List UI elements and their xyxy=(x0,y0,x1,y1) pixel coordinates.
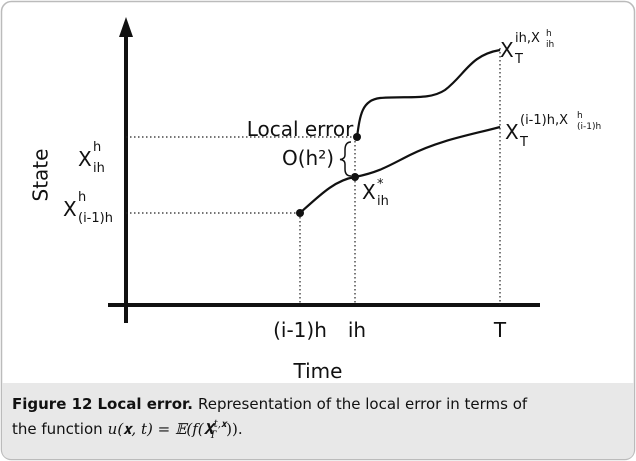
y-label: X xyxy=(78,147,92,171)
y-label-sub: ih xyxy=(93,161,105,176)
y-arrow xyxy=(119,17,133,37)
y-label: X xyxy=(63,197,77,221)
lower-sup: (i-1)h,X xyxy=(520,113,568,128)
lower-sub: T xyxy=(519,135,528,150)
lower-end: X xyxy=(505,120,519,144)
curve-lower xyxy=(299,125,501,214)
brace xyxy=(339,141,352,177)
x-tick-label: (i-1)h xyxy=(273,318,327,342)
caption-math: )). xyxy=(226,420,242,438)
local-error: Local error xyxy=(247,117,354,141)
y-label-sup: h xyxy=(93,140,101,155)
x-tick-label: T xyxy=(493,318,507,342)
lower-inner-sub: (i-1)h xyxy=(577,122,601,132)
point xyxy=(296,209,304,217)
curve-upper xyxy=(355,48,501,138)
upper-inner-sup: h xyxy=(546,29,552,39)
upper-sub: T xyxy=(514,52,523,67)
caption-title: Local error. xyxy=(97,395,192,413)
exact-sub: ih xyxy=(377,194,389,209)
caption-math-sub: T xyxy=(209,430,217,441)
caption-math-sup: t,𝐱 xyxy=(214,419,228,430)
point xyxy=(353,133,361,141)
x-axis-label: Time xyxy=(293,359,343,383)
caption-label: Figure 12 xyxy=(12,395,92,413)
upper-end: X xyxy=(500,38,514,62)
caption-text: the function xyxy=(12,420,103,438)
exact-point: X xyxy=(362,180,376,204)
exact-sup: * xyxy=(377,177,384,192)
lower-inner-sup: h xyxy=(577,111,583,121)
caption-text: Representation of the local error in ter… xyxy=(198,395,528,413)
point xyxy=(351,173,359,181)
caption-line: Figure 12 Local error. Representation of t… xyxy=(12,395,528,413)
x-tick-label: ih xyxy=(348,318,366,342)
y-label-sub: (i-1)h xyxy=(78,211,113,226)
caption-line: the function u(𝐱, t) = 𝔼(f(𝐗t,𝐱 T)). xyxy=(12,419,243,441)
y-label-sup: h xyxy=(78,190,86,205)
order: O(h²) xyxy=(282,146,334,170)
y-axis-label: State xyxy=(29,149,53,202)
upper-inner-sub: ih xyxy=(546,40,554,50)
upper-sup: ih,X xyxy=(515,31,540,46)
caption-bg xyxy=(2,383,634,459)
caption-math: u(𝐱, t) = 𝔼(f(𝐗 xyxy=(108,420,217,438)
